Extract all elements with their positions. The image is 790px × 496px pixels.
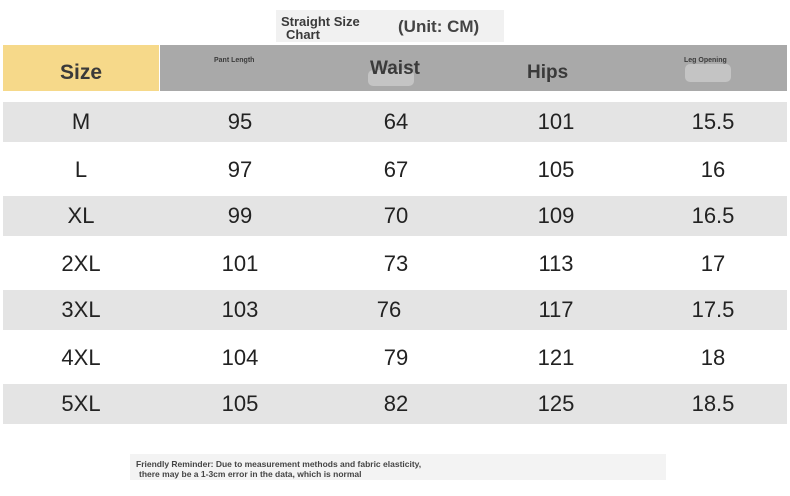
header-leg-opening: Leg Opening bbox=[684, 57, 727, 64]
cell-waist: 79 bbox=[383, 345, 409, 370]
reminder-text-2: there may be a 1-3cm error in the data, … bbox=[139, 469, 362, 479]
cell-hips: 113 bbox=[538, 251, 574, 276]
cell-pant-length: 97 bbox=[227, 157, 253, 182]
cell-hips: 105 bbox=[537, 157, 575, 182]
unit-label: (Unit: CM) bbox=[398, 17, 480, 36]
cell-hips: 109 bbox=[537, 203, 575, 228]
cell-leg-opening: 18 bbox=[700, 345, 726, 370]
cell-size: L bbox=[74, 157, 88, 182]
cell-pant-length: 95 bbox=[227, 109, 253, 134]
cell-waist: 67 bbox=[383, 157, 409, 182]
reminder-text: Friendly Reminder: Due to measurement me… bbox=[136, 459, 422, 469]
cell-waist: 70 bbox=[383, 203, 409, 228]
cell-leg-opening: 15.5 bbox=[691, 109, 735, 134]
cell-pant-length: 103 bbox=[221, 297, 259, 322]
table-row: 5XL 105 82 125 18.5 bbox=[3, 384, 787, 424]
cell-leg-opening: 17 bbox=[700, 251, 726, 276]
cell-pant-length: 105 bbox=[221, 391, 259, 416]
cell-pant-length: 101 bbox=[221, 251, 259, 276]
chart-title: Straight Size bbox=[281, 14, 360, 29]
cell-size: 5XL bbox=[61, 391, 101, 416]
header-waist: Waist bbox=[370, 58, 420, 79]
cell-hips: 117 bbox=[538, 297, 574, 322]
table-row: XL 99 70 109 16.5 bbox=[3, 196, 787, 236]
cell-size: 3XL bbox=[61, 297, 101, 322]
cell-leg-opening: 18.5 bbox=[691, 391, 735, 416]
cell-hips: 121 bbox=[537, 345, 575, 370]
chart-title-sub: Chart bbox=[286, 27, 320, 42]
table-row: M 95 64 101 15.5 bbox=[3, 102, 787, 142]
cell-waist: 76 bbox=[376, 297, 402, 322]
header-pant-length: Pant Length bbox=[214, 57, 255, 64]
header-hips: Hips bbox=[527, 62, 569, 83]
header-blur-waist bbox=[368, 70, 414, 86]
cell-size: M bbox=[71, 109, 91, 134]
table-row: 4XL 104 79 121 18 bbox=[3, 338, 787, 378]
cell-leg-opening: 16.5 bbox=[691, 203, 735, 228]
cell-waist: 82 bbox=[383, 391, 409, 416]
cell-waist: 73 bbox=[383, 251, 409, 276]
table-row: L 97 67 105 16 bbox=[3, 150, 787, 190]
reminder-panel bbox=[130, 454, 666, 480]
header-size: Size bbox=[3, 45, 159, 91]
cell-pant-length: 104 bbox=[221, 345, 259, 370]
header-blur-leg bbox=[685, 64, 731, 82]
cell-size: 4XL bbox=[61, 345, 101, 370]
table-row: 3XL 103 76 117 17.5 bbox=[3, 290, 787, 330]
cell-pant-length: 99 bbox=[227, 203, 253, 228]
cell-size: 2XL bbox=[61, 251, 101, 276]
table-row: 2XL 101 73 113 17 bbox=[3, 244, 787, 284]
cell-hips: 125 bbox=[537, 391, 575, 416]
header-bar bbox=[160, 45, 787, 91]
cell-leg-opening: 16 bbox=[700, 157, 726, 182]
cell-waist: 64 bbox=[383, 109, 409, 134]
cell-size: XL bbox=[67, 203, 95, 228]
cell-hips: 101 bbox=[537, 109, 575, 134]
cell-leg-opening: 17.5 bbox=[691, 297, 735, 322]
title-panel bbox=[276, 10, 504, 42]
